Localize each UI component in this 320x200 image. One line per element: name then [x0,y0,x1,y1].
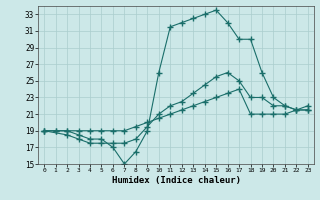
X-axis label: Humidex (Indice chaleur): Humidex (Indice chaleur) [111,176,241,185]
